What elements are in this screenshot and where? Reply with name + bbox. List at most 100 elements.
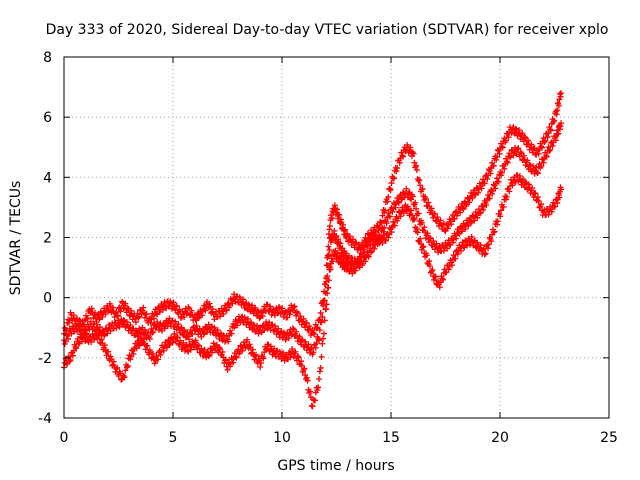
data-point bbox=[311, 397, 318, 404]
data-point bbox=[459, 204, 466, 211]
data-point bbox=[506, 188, 513, 195]
data-point bbox=[361, 249, 368, 256]
data-point bbox=[64, 361, 71, 368]
data-point bbox=[169, 339, 176, 346]
data-point bbox=[481, 251, 488, 258]
data-point bbox=[222, 357, 229, 364]
data-point bbox=[234, 322, 241, 329]
data-point bbox=[387, 186, 394, 193]
data-point bbox=[342, 226, 349, 233]
data-point bbox=[267, 343, 274, 350]
data-point bbox=[92, 327, 99, 334]
data-point bbox=[317, 309, 324, 316]
data-point bbox=[259, 312, 266, 319]
data-point bbox=[397, 213, 404, 220]
data-point bbox=[483, 201, 490, 208]
data-point bbox=[222, 306, 229, 313]
data-point bbox=[280, 349, 287, 356]
data-point bbox=[512, 125, 519, 132]
data-point bbox=[379, 212, 386, 219]
data-point bbox=[75, 322, 82, 329]
data-point bbox=[225, 338, 232, 345]
data-point bbox=[525, 181, 532, 188]
data-point bbox=[159, 306, 166, 313]
data-point bbox=[429, 267, 436, 274]
data-point bbox=[467, 219, 474, 226]
data-point bbox=[293, 328, 300, 335]
x-tick-label: 5 bbox=[169, 430, 178, 446]
data-point bbox=[383, 220, 390, 227]
data-point bbox=[102, 310, 109, 317]
data-point bbox=[105, 348, 112, 355]
data-point bbox=[192, 316, 199, 323]
data-point bbox=[192, 337, 199, 344]
data-point bbox=[319, 340, 326, 347]
chart-title: Day 333 of 2020, Sidereal Day-to-day VTE… bbox=[46, 22, 609, 38]
data-point bbox=[93, 321, 100, 328]
data-point bbox=[497, 213, 504, 220]
data-point bbox=[419, 185, 426, 192]
data-point bbox=[538, 201, 545, 208]
data-point bbox=[107, 353, 114, 360]
data-point bbox=[331, 227, 338, 234]
data-point bbox=[258, 359, 265, 366]
data-point bbox=[493, 156, 500, 163]
data-point bbox=[69, 352, 76, 359]
data-point bbox=[362, 258, 369, 265]
data-point bbox=[495, 178, 502, 185]
data-point bbox=[489, 190, 496, 197]
data-point bbox=[532, 190, 539, 197]
data-point bbox=[300, 315, 307, 322]
data-point bbox=[426, 262, 433, 269]
data-point bbox=[209, 306, 216, 313]
data-point bbox=[516, 173, 523, 180]
data-point bbox=[494, 221, 501, 228]
data-point bbox=[520, 138, 527, 145]
data-point bbox=[509, 182, 516, 189]
data-point bbox=[439, 275, 446, 282]
data-point bbox=[498, 143, 505, 150]
data-point bbox=[267, 303, 274, 310]
data-point bbox=[391, 222, 398, 229]
data-point bbox=[228, 330, 235, 337]
data-point bbox=[399, 152, 406, 159]
data-point bbox=[548, 208, 555, 215]
data-point bbox=[146, 335, 153, 342]
data-point bbox=[351, 255, 358, 262]
data-point bbox=[143, 311, 150, 318]
data-point bbox=[347, 262, 354, 269]
data-point bbox=[540, 159, 547, 166]
data-point bbox=[229, 300, 236, 307]
data-point bbox=[432, 273, 439, 280]
data-point bbox=[326, 223, 333, 230]
data-point bbox=[95, 331, 102, 338]
data-point bbox=[292, 348, 299, 355]
data-point bbox=[501, 165, 508, 172]
data-point bbox=[458, 247, 465, 254]
data-point bbox=[116, 323, 123, 330]
data-point bbox=[285, 335, 292, 342]
y-tick-label: 0 bbox=[43, 291, 52, 307]
data-point bbox=[186, 336, 193, 343]
y-tick-label: 8 bbox=[43, 50, 52, 66]
data-point bbox=[66, 358, 73, 365]
data-point bbox=[385, 234, 392, 241]
data-point bbox=[249, 346, 256, 353]
data-point bbox=[239, 347, 246, 354]
data-point bbox=[516, 127, 523, 134]
data-point bbox=[382, 207, 389, 214]
data-point bbox=[123, 319, 130, 326]
data-point bbox=[170, 299, 177, 306]
data-point bbox=[137, 335, 144, 342]
data-point bbox=[297, 313, 304, 320]
data-point bbox=[494, 153, 501, 160]
data-point bbox=[418, 219, 425, 226]
data-point bbox=[127, 321, 134, 328]
data-point bbox=[290, 304, 297, 311]
data-point bbox=[144, 342, 151, 349]
data-point bbox=[303, 374, 310, 381]
data-point bbox=[390, 175, 397, 182]
data-point bbox=[134, 333, 141, 340]
data-point bbox=[558, 90, 565, 97]
data-point bbox=[485, 192, 492, 199]
